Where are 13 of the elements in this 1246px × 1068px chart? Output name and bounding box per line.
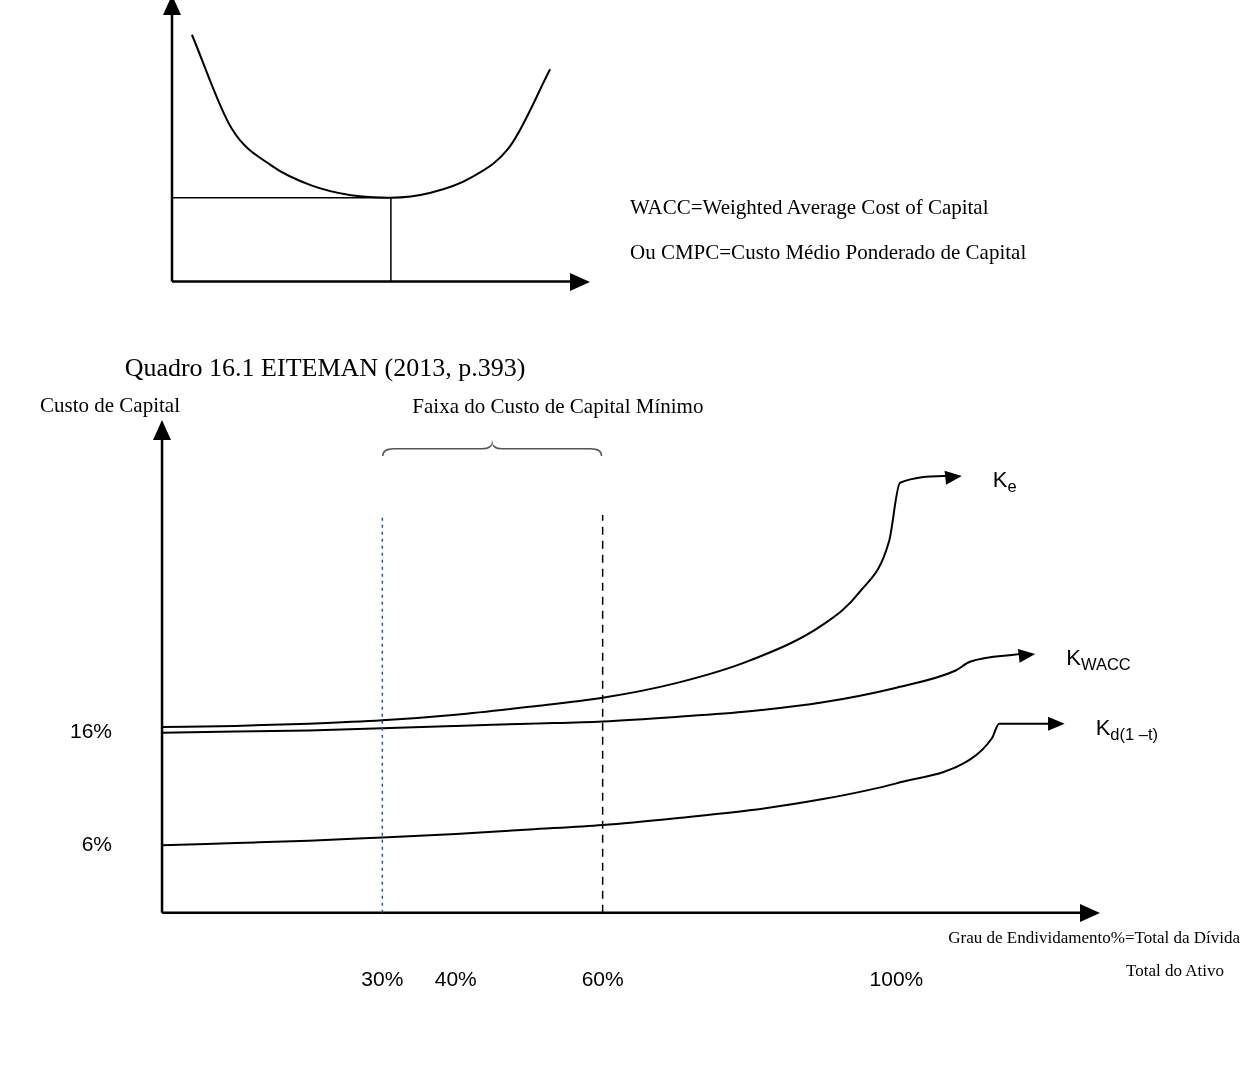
x-tick-label: 40% bbox=[434, 967, 477, 991]
y-tick-label: 16% bbox=[70, 719, 113, 743]
text: WACC=Weighted Average Cost of Capital bbox=[630, 195, 989, 220]
x-axis-title: Grau de Endividamento%=Total da Dívida bbox=[948, 927, 1241, 947]
x-tick-label: 60% bbox=[581, 967, 624, 991]
y-tick-label: 6% bbox=[81, 832, 113, 856]
chart-title: Quadro 16.1 EITEMAN (2013, p.393) bbox=[124, 353, 526, 382]
x-tick-label: 100% bbox=[869, 967, 924, 991]
text: Faixa do Custo de Capital Mínimo bbox=[412, 394, 704, 419]
x-tick-label: 30% bbox=[361, 967, 404, 991]
text: Ou CMPC=Custo Médio Ponderado de Capital bbox=[630, 240, 1027, 265]
text: Total do Ativo bbox=[1126, 960, 1224, 981]
y-axis-title: Custo de Capital bbox=[40, 393, 181, 417]
